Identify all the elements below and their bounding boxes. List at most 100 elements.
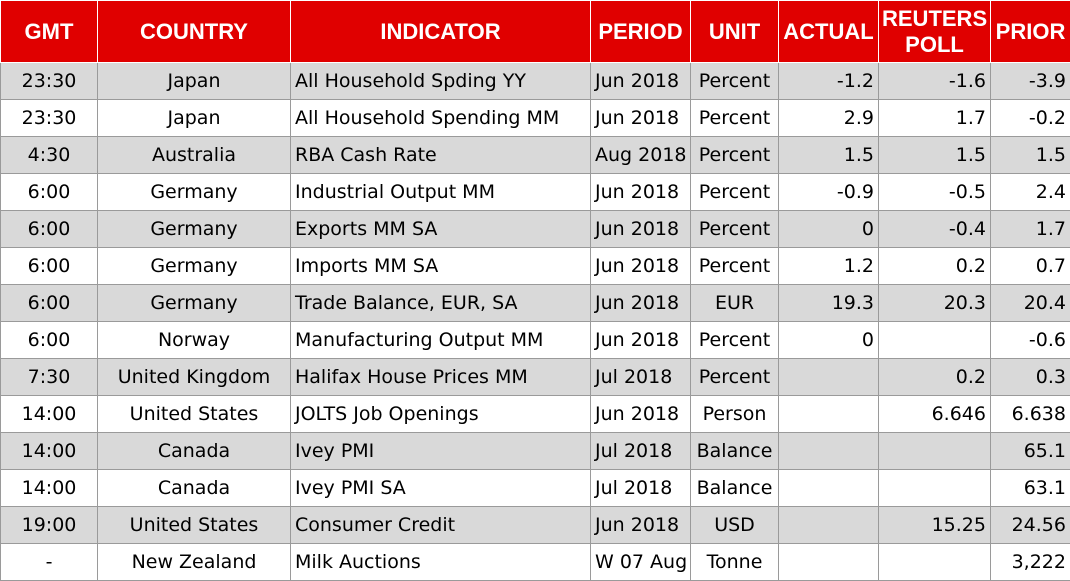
period-cell: Jun 2018	[591, 174, 691, 211]
prior-cell: -0.6	[991, 322, 1070, 359]
prior-cell: 65.1	[991, 433, 1070, 470]
country-cell: Canada	[98, 433, 291, 470]
gmt-cell: 7:30	[1, 359, 98, 396]
period-cell: W 07 Aug	[591, 544, 691, 581]
prior-cell: 2.4	[991, 174, 1070, 211]
reuters-poll-cell: 0.2	[879, 359, 991, 396]
actual-cell: 2.9	[779, 100, 879, 137]
reuters-poll-cell: -0.4	[879, 211, 991, 248]
unit-cell: Percent	[691, 359, 779, 396]
actual-cell: 1.2	[779, 248, 879, 285]
prior-cell: 63.1	[991, 470, 1070, 507]
indicator-cell: Manufacturing Output MM	[291, 322, 591, 359]
actual-cell: -0.9	[779, 174, 879, 211]
country-cell: Canada	[98, 470, 291, 507]
indicator-cell: Industrial Output MM	[291, 174, 591, 211]
reuters-poll-cell: 0.2	[879, 248, 991, 285]
country-cell: United Kingdom	[98, 359, 291, 396]
country-cell: United States	[98, 507, 291, 544]
actual-cell	[779, 359, 879, 396]
period-cell: Jul 2018	[591, 359, 691, 396]
period-cell: Aug 2018	[591, 137, 691, 174]
reuters-poll-cell: 6.646	[879, 396, 991, 433]
column-header: PERIOD	[591, 1, 691, 63]
indicator-cell: Ivey PMI	[291, 433, 591, 470]
column-header: ACTUAL	[779, 1, 879, 63]
reuters-poll-cell: 20.3	[879, 285, 991, 322]
period-cell: Jun 2018	[591, 100, 691, 137]
country-cell: Norway	[98, 322, 291, 359]
country-cell: Germany	[98, 285, 291, 322]
unit-cell: EUR	[691, 285, 779, 322]
gmt-cell: 6:00	[1, 285, 98, 322]
indicator-cell: Ivey PMI SA	[291, 470, 591, 507]
reuters-poll-cell: 1.7	[879, 100, 991, 137]
gmt-cell: 6:00	[1, 174, 98, 211]
actual-cell	[779, 433, 879, 470]
prior-cell: 1.5	[991, 137, 1070, 174]
period-cell: Jun 2018	[591, 507, 691, 544]
column-header: INDICATOR	[291, 1, 591, 63]
gmt-cell: 14:00	[1, 433, 98, 470]
country-cell: Germany	[98, 248, 291, 285]
period-cell: Jun 2018	[591, 285, 691, 322]
prior-cell: 0.7	[991, 248, 1070, 285]
period-cell: Jun 2018	[591, 248, 691, 285]
country-cell: United States	[98, 396, 291, 433]
unit-cell: Balance	[691, 470, 779, 507]
prior-cell: 6.638	[991, 396, 1070, 433]
unit-cell: Percent	[691, 248, 779, 285]
reuters-poll-cell	[879, 544, 991, 581]
prior-cell: 1.7	[991, 211, 1070, 248]
reuters-poll-cell: -1.6	[879, 63, 991, 100]
unit-cell: Percent	[691, 137, 779, 174]
unit-cell: Person	[691, 396, 779, 433]
period-cell: Jul 2018	[591, 433, 691, 470]
actual-cell	[779, 396, 879, 433]
actual-cell	[779, 470, 879, 507]
prior-cell: 20.4	[991, 285, 1070, 322]
actual-cell: 0	[779, 322, 879, 359]
prior-cell: 24.56	[991, 507, 1070, 544]
unit-cell: Percent	[691, 100, 779, 137]
actual-cell	[779, 544, 879, 581]
period-cell: Jun 2018	[591, 322, 691, 359]
prior-cell: 3,222	[991, 544, 1070, 581]
indicator-cell: Imports MM SA	[291, 248, 591, 285]
unit-cell: Percent	[691, 322, 779, 359]
indicator-cell: Exports MM SA	[291, 211, 591, 248]
country-cell: Japan	[98, 63, 291, 100]
unit-cell: Tonne	[691, 544, 779, 581]
gmt-cell: 23:30	[1, 100, 98, 137]
country-cell: New Zealand	[98, 544, 291, 581]
column-header: UNIT	[691, 1, 779, 63]
gmt-cell: 6:00	[1, 322, 98, 359]
actual-cell: 1.5	[779, 137, 879, 174]
indicator-cell: Milk Auctions	[291, 544, 591, 581]
period-cell: Jun 2018	[591, 211, 691, 248]
indicator-cell: All Household Spending MM	[291, 100, 591, 137]
reuters-poll-cell: 1.5	[879, 137, 991, 174]
unit-cell: Percent	[691, 174, 779, 211]
column-header: REUTERS POLL	[879, 1, 991, 63]
gmt-cell: 19:00	[1, 507, 98, 544]
indicator-cell: Consumer Credit	[291, 507, 591, 544]
prior-cell: 0.3	[991, 359, 1070, 396]
actual-cell: 0	[779, 211, 879, 248]
country-cell: Germany	[98, 211, 291, 248]
reuters-poll-cell	[879, 470, 991, 507]
